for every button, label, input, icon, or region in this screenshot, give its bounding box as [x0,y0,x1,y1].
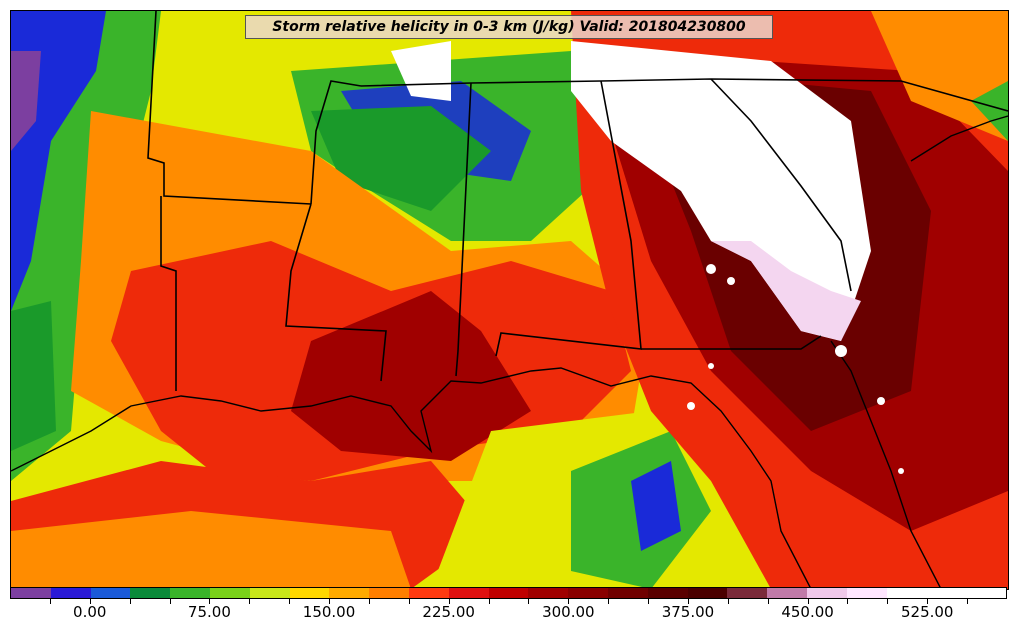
field-ne-green [971,81,1008,141]
colorbar-tick [448,599,450,604]
coastlines [11,115,1008,589]
colorbar-tick [169,599,171,604]
colorbar-tick [767,599,769,604]
colorbar-segment [11,588,51,598]
colorbar-tick [887,599,889,604]
state-borders [147,11,1008,391]
colorbar-tick [568,599,570,604]
colorbar-segment [408,588,449,598]
colorbar-tick [967,599,969,604]
colorbar-tick [807,599,809,604]
field-darkred [291,291,531,461]
colorbar-tick [89,599,91,604]
colorbar-segment [488,588,529,598]
colorbar-tick [687,599,689,604]
colorbar-tick [528,599,530,604]
colorbar-segment [289,588,330,598]
colorbar-tick [249,599,251,604]
colorbar-segment [568,588,608,598]
colorbar-segment [886,588,927,598]
colorbar-segment [90,588,131,598]
colorbar-segment [966,588,1006,598]
colorbar-labels: 0.00 75.00 150.00 225.00 300.00 375.00 450.00 5… [10,603,1007,625]
colorbar-label: 300.00 [542,603,595,621]
colorbar-label: 75.00 [187,603,231,621]
field-white-main [571,41,871,341]
colorbar [10,587,1007,599]
colorbar-segment [647,588,688,598]
field-south-orange [11,511,411,589]
field-ne-orange [871,11,1008,141]
colorbar-tick [209,599,211,604]
colorbar-tick [289,599,291,604]
map-title-box: Storm relative helicity in 0-3 km (J/kg)… [245,15,773,39]
colorbar-tick [329,599,331,604]
colorbar-label: 0.00 [73,603,107,621]
colorbar-segment [607,588,648,598]
colorbar-label: 525.00 [900,603,954,621]
colorbar-segment [249,588,290,598]
colorbar-tick [927,599,929,604]
colorbar-segment [448,588,489,598]
colorbar-tick [608,599,610,604]
colorbar-label: 225.00 [422,603,475,621]
colorbar-label: 450.00 [781,603,834,621]
colorbar-segment [687,588,728,598]
colorbar-tick [129,599,131,604]
colorbar-segment [727,588,768,598]
colorbar-segment [926,588,967,598]
map-title: Storm relative helicity in 0-3 km (J/kg)… [272,19,746,35]
colorbar-segment [209,588,250,598]
colorbar-segment [50,588,91,598]
colorbar-tick [847,599,849,604]
colorbar-segment [369,588,409,598]
helicity-map-svg [11,11,1008,589]
colorbar-segment [130,588,171,598]
colorbar-label: 150.00 [302,603,356,621]
colorbar-segment [170,588,210,598]
field-white-north [391,41,451,101]
helicity-map [10,10,1009,590]
field-west-purple [11,51,41,151]
colorbar-segment [846,588,887,598]
colorbar-tick [488,599,490,604]
colorbar-segment [806,588,847,598]
colorbar-tick [368,599,370,604]
colorbar-tick [727,599,729,604]
colorbar-segment [528,588,569,598]
field-se-blue [631,461,681,551]
colorbar-tick [49,599,51,604]
colorbar-tick [408,599,410,604]
field-pink-edge [711,241,861,341]
white-cells [687,264,904,474]
colorbar-segment [329,588,370,598]
colorbar-label: 375.00 [661,603,715,621]
colorbar-tick [648,599,650,604]
field-west-green2 [11,301,56,451]
colorbar-segment [767,588,807,598]
colorbar-ticks [10,599,1007,607]
